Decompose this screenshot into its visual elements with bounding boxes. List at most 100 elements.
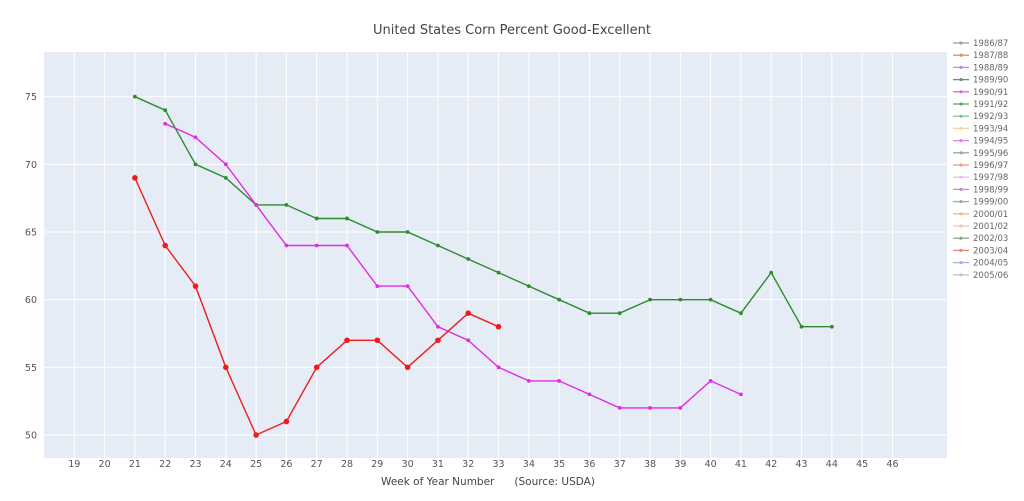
x-tick-label: 36 (583, 459, 595, 470)
x-tick-label: 46 (886, 459, 898, 470)
legend-label: 1993/94 (973, 124, 1008, 134)
x-tick-label: 27 (311, 459, 323, 470)
x-tick-label: 43 (796, 459, 808, 470)
data-point (163, 108, 168, 113)
legend-item[interactable]: 1998/99 (953, 185, 1008, 195)
legend-item[interactable]: 1999/00 (953, 198, 1008, 208)
x-tick-label: 25 (250, 459, 262, 470)
legend-item[interactable]: 2000/01 (953, 210, 1008, 220)
legend[interactable]: 1986/87 1987/88 1988/89 1989/90 1990/91 1991/… (953, 39, 1008, 281)
data-point (132, 175, 138, 181)
legend-item[interactable]: 1994/95 (953, 137, 1008, 147)
series-layer (132, 94, 834, 438)
data-point (466, 257, 471, 261)
legend-item[interactable]: 1993/94 (953, 124, 1008, 134)
legend-swatch-marker (959, 41, 963, 45)
legend-item[interactable]: 2003/04 (953, 246, 1008, 256)
legend-label: 1992/93 (973, 112, 1008, 122)
legend-swatch-marker (959, 273, 963, 277)
x-tick-label: 34 (523, 459, 535, 470)
data-point (284, 243, 289, 248)
legend-item[interactable]: 1986/87 (953, 39, 1008, 49)
data-point (404, 364, 411, 371)
data-point (223, 364, 229, 371)
x-tick-label: 20 (99, 459, 111, 470)
data-point (495, 323, 502, 330)
data-point (496, 270, 501, 275)
x-tick-label: 40 (705, 459, 717, 470)
legend-label: 2004/05 (973, 259, 1008, 269)
data-point (557, 297, 562, 302)
data-point (133, 94, 137, 99)
x-tick-label: 41 (735, 459, 747, 470)
data-point (739, 392, 743, 397)
chart-title: United States Corn Percent Good-Excellen… (373, 23, 651, 38)
data-point (435, 337, 441, 344)
data-point (314, 243, 319, 248)
data-point (374, 337, 381, 344)
legend-label: 1994/95 (973, 137, 1008, 147)
series-1 (133, 94, 834, 329)
legend-label: 2000/01 (973, 210, 1008, 220)
data-point (162, 242, 169, 249)
legend-item[interactable]: 2004/05 (953, 259, 1008, 269)
data-point (829, 324, 834, 329)
legend-item[interactable]: 1992/93 (953, 112, 1008, 122)
data-point (314, 216, 319, 221)
legend-item[interactable]: 1987/88 (953, 51, 1008, 61)
data-point (375, 284, 380, 289)
data-point (708, 297, 713, 302)
legend-swatch-marker (959, 261, 963, 265)
x-tick-label: 35 (553, 459, 565, 470)
legend-label: 2001/02 (973, 222, 1008, 232)
data-point (678, 406, 683, 410)
legend-label: 1987/88 (973, 51, 1008, 61)
data-point (253, 432, 259, 438)
plot-background (44, 52, 947, 458)
data-point (465, 310, 472, 316)
y-tick-label: 70 (25, 160, 37, 171)
x-tick-label: 33 (492, 459, 504, 470)
y-tick-label: 65 (25, 227, 37, 238)
legend-label: 2005/06 (973, 271, 1008, 281)
legend-item[interactable]: 1989/90 (953, 76, 1008, 86)
x-tick-label: 28 (341, 459, 353, 470)
legend-swatch-marker (959, 187, 963, 191)
data-point (436, 243, 440, 248)
data-point (799, 324, 804, 329)
legend-item[interactable]: 1991/92 (953, 100, 1008, 110)
data-point (193, 162, 198, 167)
data-point (193, 135, 198, 140)
x-axis-ticks: 19 20 21 22 23 24 25 26 27 28 29 30 31 32 33 34 35 36 37 38… (68, 459, 898, 470)
legend-item[interactable]: 1997/98 (953, 173, 1008, 183)
data-point (345, 216, 349, 221)
x-tick-label: 19 (68, 459, 80, 470)
legend-item[interactable]: 1990/91 (953, 88, 1008, 98)
x-tick-label: 44 (826, 459, 838, 470)
data-point (587, 392, 592, 397)
data-point (344, 337, 350, 344)
data-point (526, 284, 531, 289)
series-3 (132, 175, 502, 438)
data-point (283, 418, 290, 425)
data-point (526, 378, 531, 383)
legend-swatch-marker (959, 53, 963, 57)
legend-swatch-marker (959, 151, 963, 155)
x-tick-label: 23 (189, 459, 201, 470)
legend-item[interactable]: 2001/02 (953, 222, 1008, 232)
legend-swatch-marker (959, 248, 963, 252)
data-point (587, 311, 592, 316)
data-point (254, 203, 259, 207)
x-tick-label: 45 (856, 459, 868, 470)
x-tick-label: 38 (644, 459, 656, 470)
data-point (617, 406, 622, 410)
legend-label: 1989/90 (973, 76, 1008, 86)
legend-item[interactable]: 1995/96 (953, 149, 1008, 159)
series-line (134, 96, 832, 328)
legend-item[interactable]: 2002/03 (953, 234, 1008, 244)
legend-item[interactable]: 2005/06 (953, 271, 1008, 281)
data-point (769, 270, 774, 275)
legend-item[interactable]: 1996/97 (953, 161, 1008, 171)
legend-label: 1991/92 (973, 100, 1008, 110)
legend-item[interactable]: 1988/89 (953, 63, 1008, 73)
